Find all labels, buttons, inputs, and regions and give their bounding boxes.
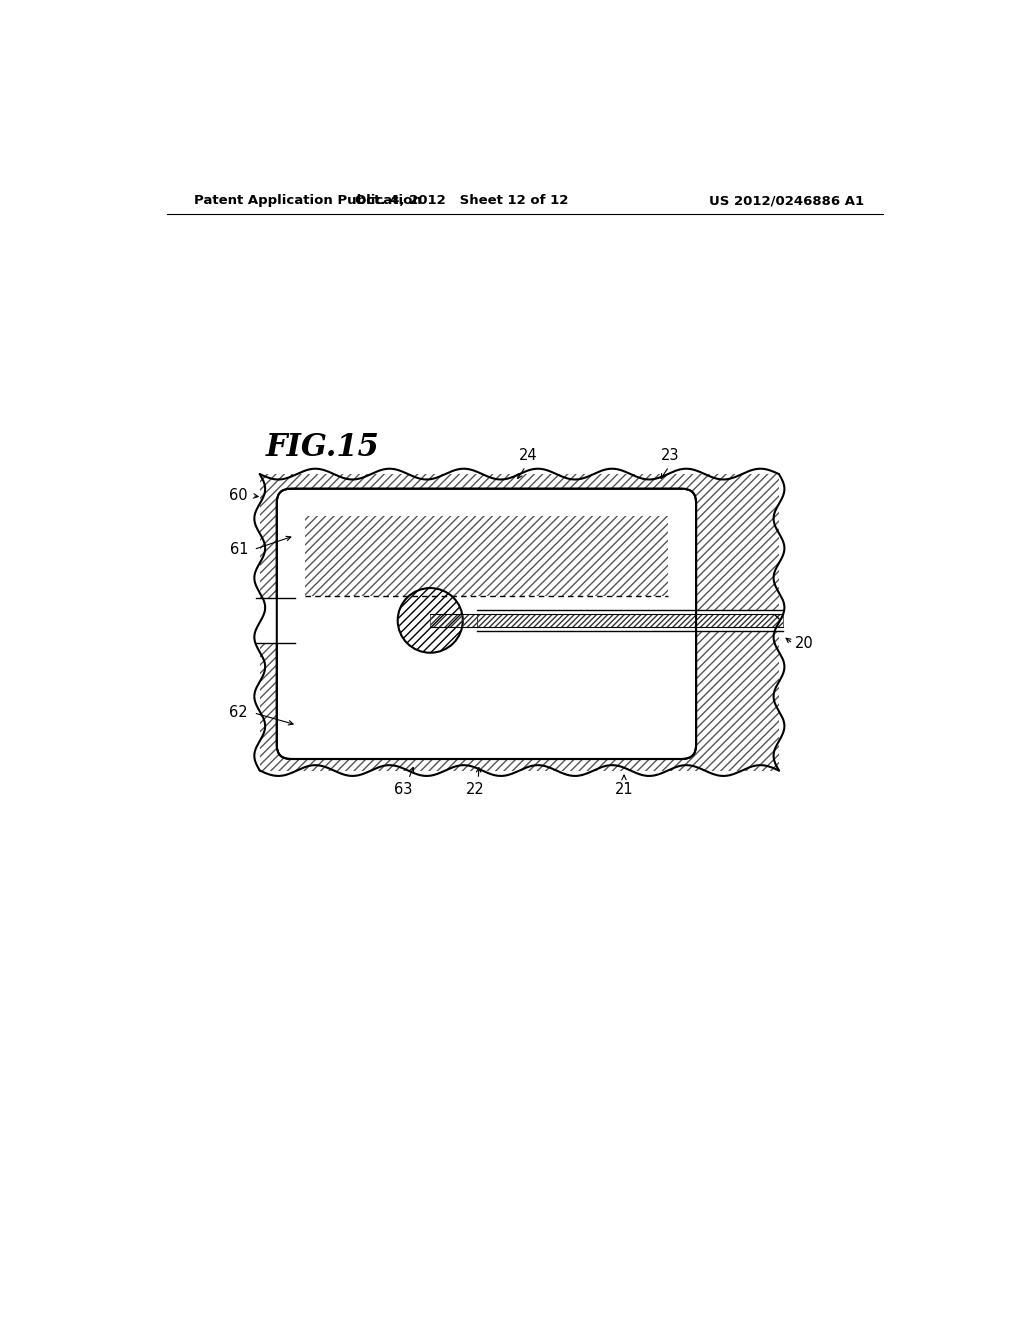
Text: US 2012/0246886 A1: US 2012/0246886 A1 [710, 194, 864, 207]
Text: 23: 23 [662, 447, 680, 462]
Bar [477, 614, 783, 627]
Text: 22: 22 [466, 781, 484, 797]
Text: Patent Application Publication: Patent Application Publication [194, 194, 422, 207]
Bar [256, 598, 302, 643]
Text: 61: 61 [229, 543, 248, 557]
Text: 62: 62 [229, 705, 248, 721]
Text: 24: 24 [519, 447, 538, 462]
FancyBboxPatch shape [276, 488, 696, 759]
Bar [430, 614, 477, 627]
Text: Oct. 4, 2012   Sheet 12 of 12: Oct. 4, 2012 Sheet 12 of 12 [354, 194, 568, 207]
Circle shape [397, 589, 463, 653]
Bar [260, 474, 779, 771]
Text: FIG.15: FIG.15 [266, 432, 380, 463]
Bar [305, 516, 669, 595]
Bar [477, 614, 783, 627]
Bar [305, 516, 669, 595]
Text: 63: 63 [394, 781, 413, 797]
Bar [477, 610, 783, 631]
Text: 20: 20 [795, 636, 813, 651]
Bar [260, 474, 779, 771]
Text: 21: 21 [614, 781, 633, 797]
Text: 60: 60 [229, 488, 248, 503]
Bar [430, 614, 477, 627]
